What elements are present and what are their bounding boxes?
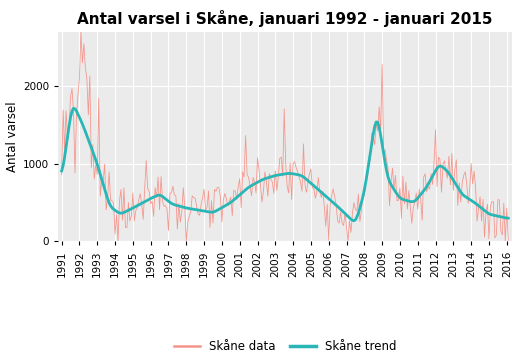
Legend: Skåne data, Skåne trend: Skåne data, Skåne trend (169, 335, 401, 355)
Y-axis label: Antal varsel: Antal varsel (6, 102, 19, 172)
Title: Antal varsel i Skåne, januari 1992 - januari 2015: Antal varsel i Skåne, januari 1992 - jan… (78, 10, 493, 27)
